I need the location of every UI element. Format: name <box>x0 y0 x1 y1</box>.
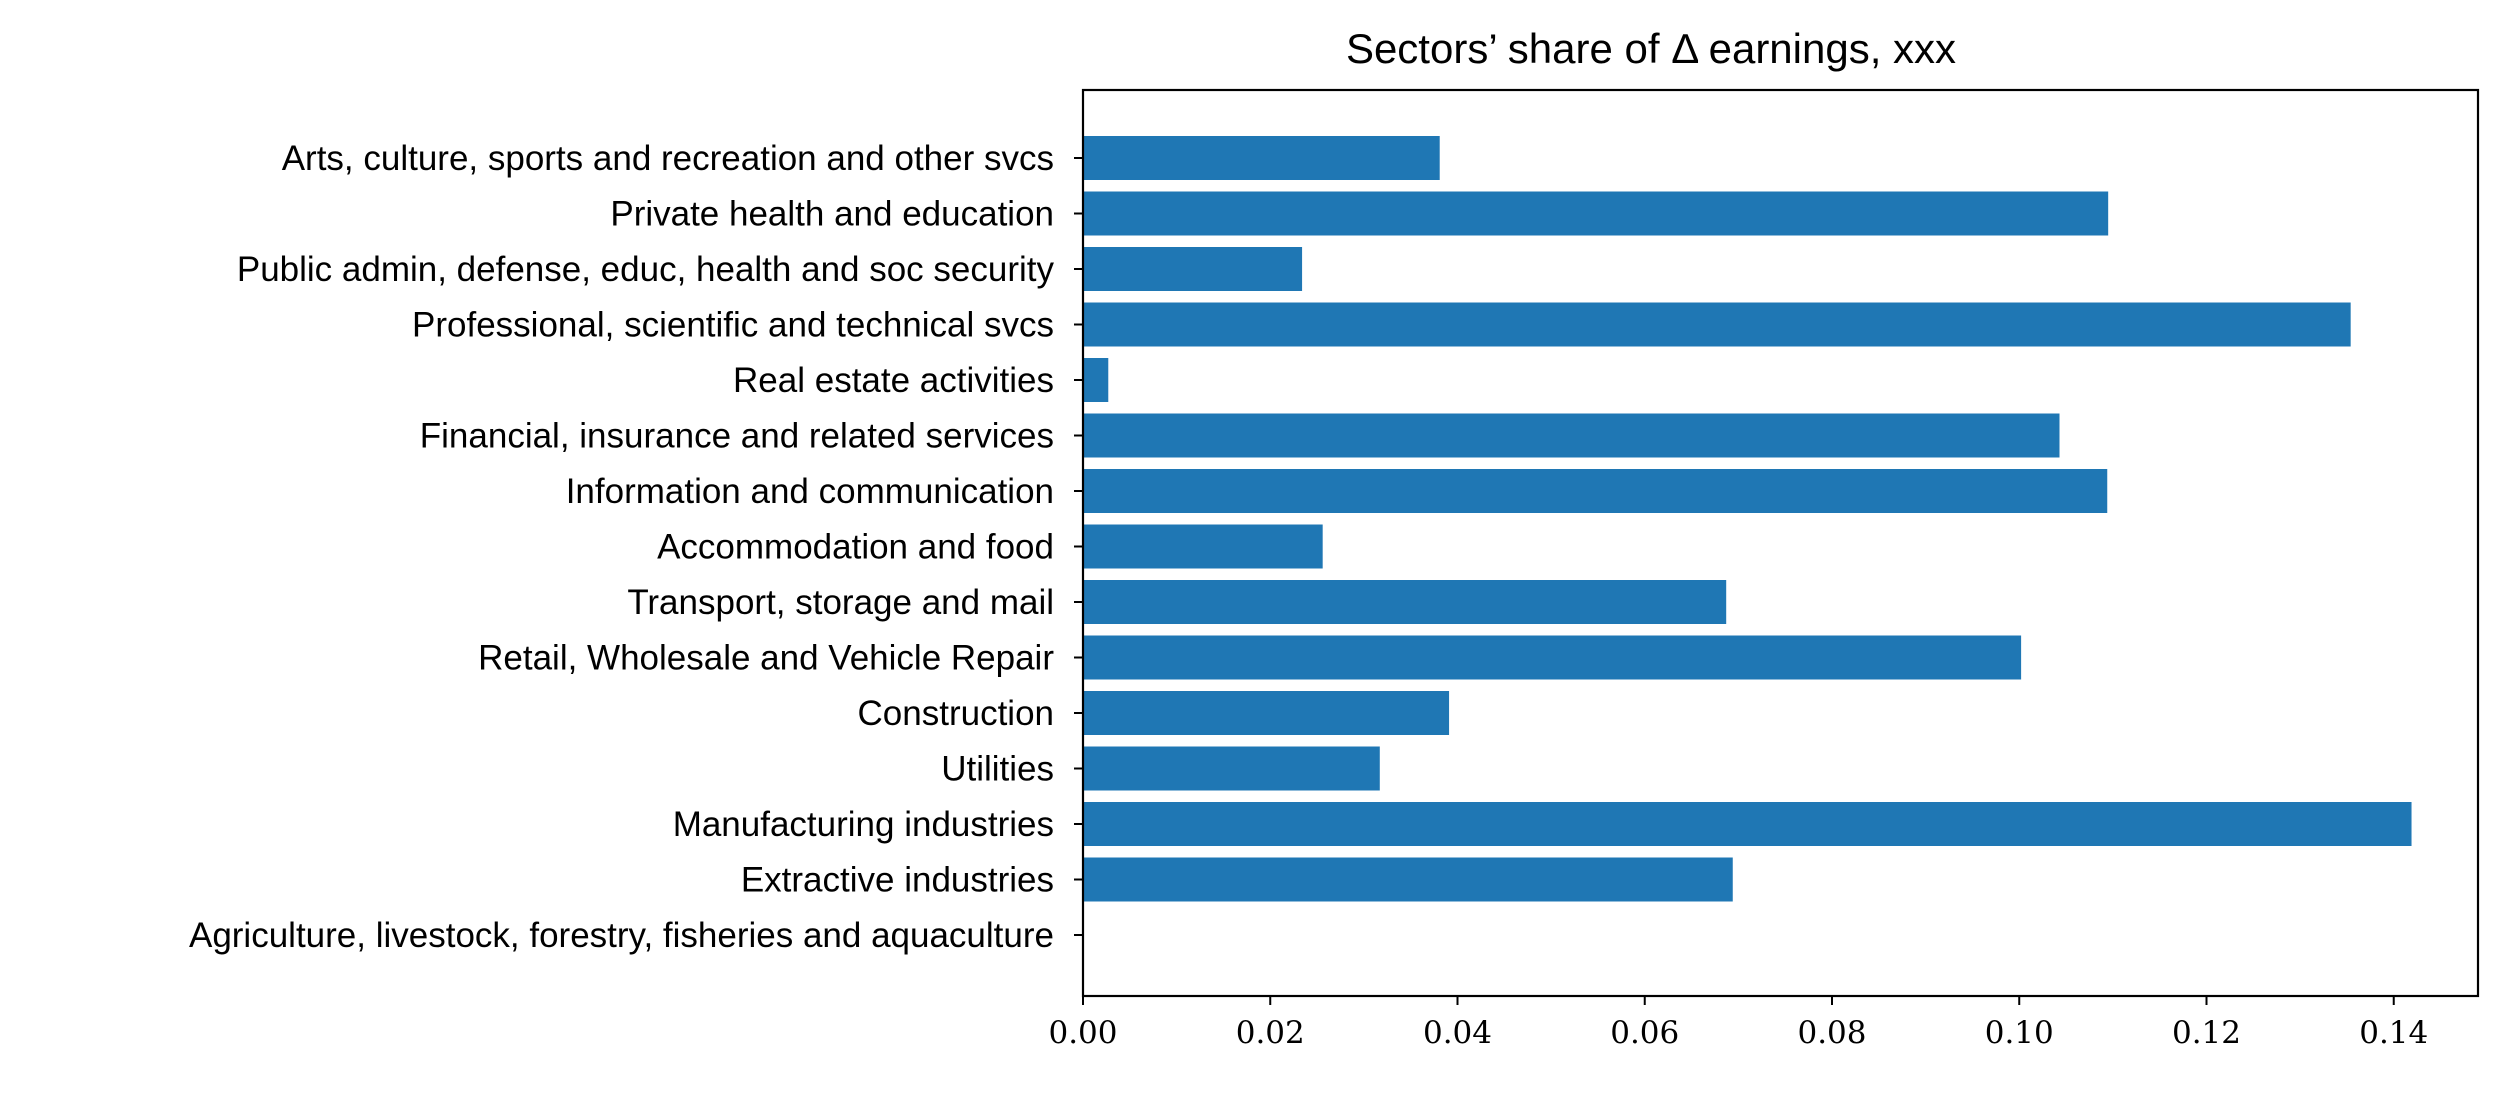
bar <box>1083 358 1109 402</box>
bar <box>1083 580 1727 624</box>
x-tick-label: 0.06 <box>1610 1015 1679 1051</box>
y-tick-label: Utilities <box>941 750 1054 789</box>
y-tick-label: Retail, Wholesale and Vehicle Repair <box>478 639 1054 678</box>
bar <box>1083 802 2412 846</box>
bar <box>1083 635 2022 680</box>
y-tick-label: Manufacturing industries <box>673 805 1054 844</box>
x-axis: 0.00 0.02 0.04 0.06 0.08 0.10 0.12 0.14 <box>1048 996 2428 1051</box>
x-tick-label: 0.08 <box>1797 1015 1866 1051</box>
y-tick-label: Accommodation and food <box>657 528 1054 567</box>
plot-frame <box>1081 88 2480 998</box>
y-tick-label: Information and communication <box>566 472 1054 511</box>
bar <box>1083 302 2351 347</box>
bar <box>1083 691 1450 735</box>
y-tick-label: Construction <box>858 694 1054 733</box>
bar <box>1083 247 1303 291</box>
chart-title: Sectors’ share of Δ earnings, xxx <box>1346 25 1956 72</box>
y-tick-label: Private health and education <box>610 195 1054 234</box>
bar <box>1083 136 1440 180</box>
x-tick-label: 0.00 <box>1048 1015 1117 1051</box>
y-tick-label: Extractive industries <box>741 861 1054 900</box>
bar <box>1083 746 1380 791</box>
bar <box>1083 413 2060 458</box>
bar <box>1083 191 2109 236</box>
bar <box>1083 524 1323 569</box>
x-tick-label: 0.02 <box>1236 1015 1305 1051</box>
y-tick-label: Professional, scientific and technical s… <box>412 306 1054 345</box>
y-tick-label: Transport, storage and mail <box>627 583 1054 622</box>
y-tick-label: Arts, culture, sports and recreation and… <box>282 139 1054 178</box>
bars-group <box>1083 136 2412 902</box>
y-tick-label: Agriculture, livestock, forestry, fisher… <box>189 916 1054 955</box>
y-tick-label: Real estate activities <box>733 361 1054 400</box>
x-tick-label: 0.12 <box>2172 1015 2241 1051</box>
x-tick-label: 0.14 <box>2359 1015 2428 1051</box>
y-axis: Agriculture, livestock, forestry, fisher… <box>189 139 1083 955</box>
x-tick-label: 0.10 <box>1985 1015 2054 1051</box>
y-tick-label: Financial, insurance and related service… <box>420 417 1054 456</box>
x-tick-label: 0.04 <box>1423 1015 1492 1051</box>
bar <box>1083 469 2108 513</box>
bar <box>1083 857 1733 902</box>
y-tick-label: Public admin, defense, educ, health and … <box>237 250 1055 289</box>
